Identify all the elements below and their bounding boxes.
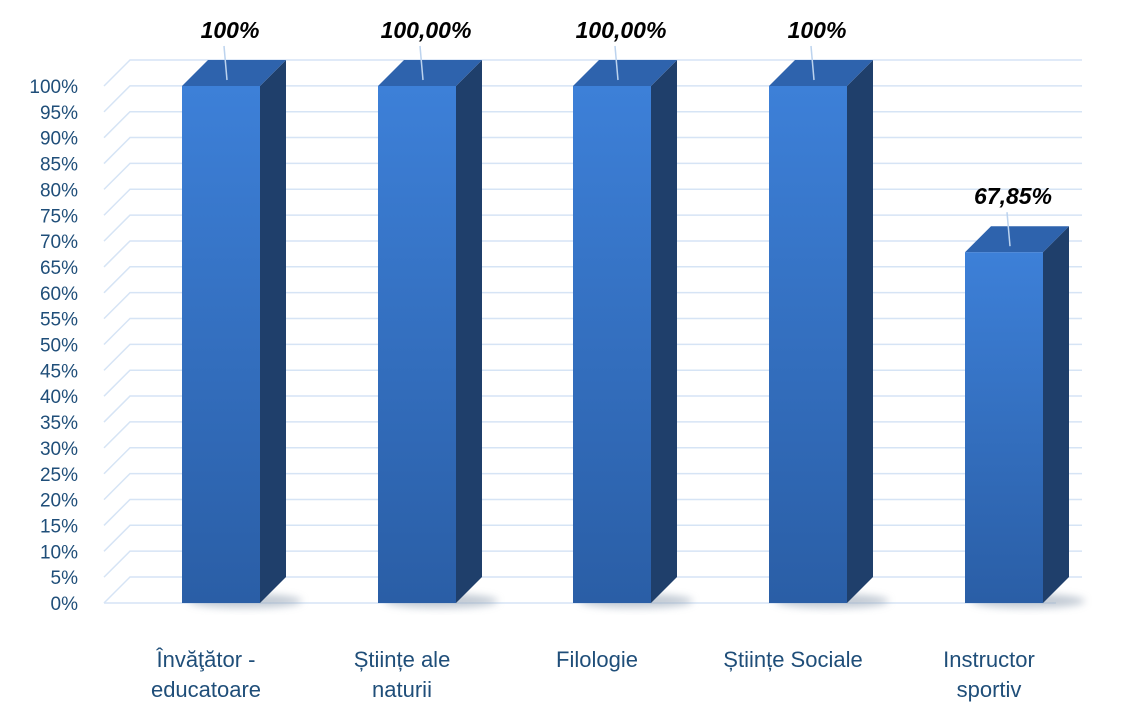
gridline: [103, 447, 1082, 475]
bar: [965, 226, 1085, 608]
gridline: [103, 188, 1082, 216]
data-label-leader: [419, 45, 424, 81]
bar-front: [769, 86, 847, 603]
bar-top: [378, 60, 482, 86]
bar: [182, 60, 302, 608]
bar-top: [769, 60, 873, 86]
y-tick-label: 10%: [40, 542, 78, 563]
bar: [378, 60, 498, 608]
bar-front: [378, 86, 456, 603]
gridline: [103, 291, 1082, 320]
data-label: 100,00%: [576, 17, 667, 43]
y-tick-label: 65%: [40, 258, 78, 279]
x-tick-label: Instructor sportiv: [943, 647, 1035, 702]
gridline: [103, 85, 1082, 113]
y-tick-label: 15%: [40, 516, 78, 537]
data-label-leader: [614, 45, 619, 81]
y-tick-label: 95%: [40, 103, 78, 124]
y-tick-label: 50%: [40, 336, 78, 357]
gridline: [103, 550, 1082, 578]
y-tick-label: 90%: [40, 129, 78, 150]
bar-front: [965, 252, 1043, 603]
bar-side: [847, 60, 873, 603]
y-tick-label: 85%: [40, 155, 78, 176]
data-label: 100%: [788, 17, 847, 43]
bar-side: [456, 60, 482, 603]
gridline: [103, 317, 1082, 346]
gridline: [103, 136, 1082, 165]
y-tick-label: 60%: [40, 284, 78, 305]
data-label: 100%: [201, 17, 260, 43]
bar-top: [965, 226, 1069, 253]
bar-top: [573, 60, 677, 86]
gridline: [103, 472, 1082, 501]
bar: [573, 60, 693, 608]
y-tick-label: 0%: [51, 594, 79, 615]
y-tick-label: 20%: [40, 491, 78, 512]
gridline: [103, 395, 1082, 423]
gridline: [103, 498, 1082, 526]
data-label-leader: [810, 45, 815, 81]
x-tick-label: Învăţător -educatoare: [151, 647, 261, 702]
bar: [769, 60, 889, 608]
gridline: [103, 524, 1082, 552]
bar-side: [1043, 226, 1069, 603]
y-tick-label: 75%: [40, 206, 78, 227]
x-tick-label: Științe Sociale: [723, 647, 862, 672]
y-tick-label: 55%: [40, 310, 78, 331]
data-label-leader: [1006, 212, 1011, 247]
data-label: 67,85%: [974, 183, 1052, 209]
data-label: 100,00%: [381, 17, 472, 43]
bar-side: [260, 60, 286, 603]
x-tick-label: Filologie: [556, 647, 638, 672]
bar-front: [573, 86, 651, 603]
y-tick-label: 5%: [51, 568, 79, 589]
y-tick-label: 45%: [40, 361, 78, 382]
gridline: [103, 162, 1082, 190]
y-tick-label: 70%: [40, 232, 78, 253]
gridline: [103, 240, 1082, 268]
x-tick-label: Științe ale naturii: [354, 647, 451, 702]
bar-top: [182, 60, 286, 86]
gridline: [103, 59, 1082, 87]
y-tick-label: 25%: [40, 465, 78, 486]
data-label-leader: [223, 45, 228, 81]
gridline: [103, 214, 1082, 242]
y-tick-label: 30%: [40, 439, 78, 460]
bar-front: [182, 86, 260, 603]
y-tick-label: 40%: [40, 387, 78, 408]
gridline: [103, 266, 1082, 294]
bar-side: [651, 60, 677, 603]
y-tick-label: 100%: [29, 77, 78, 98]
gridline: [103, 110, 1082, 139]
gridline: [103, 343, 1082, 371]
y-tick-label: 35%: [40, 413, 78, 434]
gridline: [103, 576, 1082, 604]
gridline: [103, 421, 1082, 449]
y-tick-label: 80%: [40, 180, 78, 201]
gridline: [103, 369, 1082, 397]
